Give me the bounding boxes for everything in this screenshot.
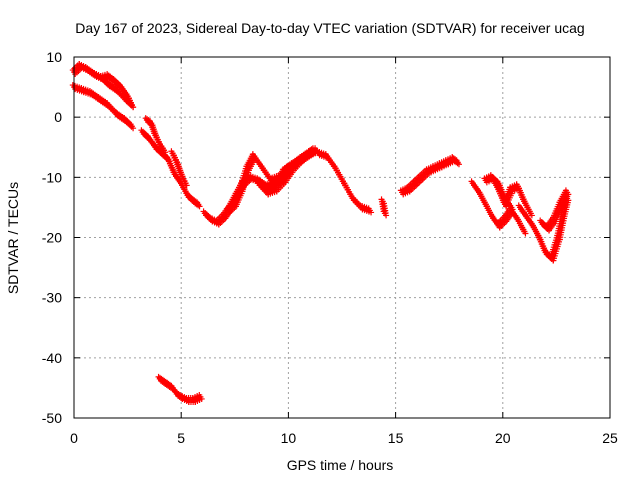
series-track-d bbox=[142, 115, 169, 156]
series-track-r bbox=[537, 187, 572, 234]
series-track-f bbox=[168, 148, 190, 189]
x-tick-label: 0 bbox=[70, 430, 78, 446]
x-tick-label: 5 bbox=[177, 430, 185, 446]
data-point bbox=[196, 203, 203, 210]
y-tick-label: 10 bbox=[46, 49, 62, 65]
series-track-s bbox=[481, 172, 516, 213]
y-tick-label: -30 bbox=[42, 290, 62, 306]
data-point bbox=[198, 395, 205, 402]
y-tick-label: -20 bbox=[42, 230, 62, 246]
series-track-e bbox=[138, 127, 203, 210]
x-tick-label: 15 bbox=[388, 430, 404, 446]
x-tick-label: 20 bbox=[495, 430, 511, 446]
series-track-b bbox=[69, 82, 137, 132]
data-point bbox=[509, 206, 516, 213]
x-tick-labels: 0 5 10 15 20 25 bbox=[70, 430, 618, 446]
y-tick-label: -50 bbox=[42, 410, 62, 426]
x-tick-label: 25 bbox=[602, 430, 618, 446]
data-point bbox=[183, 182, 190, 189]
data-point bbox=[383, 212, 390, 219]
data-point bbox=[130, 125, 137, 132]
series-track-q bbox=[515, 193, 572, 264]
chart-title: Day 167 of 2023, Sidereal Day-to-day VTE… bbox=[75, 20, 584, 36]
series-track-l bbox=[314, 148, 375, 216]
data-point bbox=[130, 104, 137, 111]
series-track-o bbox=[468, 178, 529, 237]
data-point bbox=[565, 191, 572, 198]
series-track-g bbox=[155, 373, 205, 405]
y-axis-label: SDTVAR / TECUs bbox=[5, 182, 21, 294]
ticks bbox=[73, 56, 611, 419]
series-track-n bbox=[397, 154, 462, 198]
grid bbox=[74, 57, 610, 418]
data-point bbox=[368, 209, 375, 216]
series-track-k bbox=[279, 145, 321, 177]
data-point bbox=[528, 212, 535, 219]
data-points bbox=[69, 61, 572, 405]
data-point bbox=[455, 161, 462, 168]
series-track-m bbox=[378, 196, 390, 219]
y-tick-labels: 10 0 -10 -20 -30 -40 -50 bbox=[42, 49, 62, 426]
y-tick-label: 0 bbox=[54, 109, 62, 125]
y-tick-label: -10 bbox=[42, 169, 62, 185]
data-point bbox=[522, 230, 529, 237]
x-axis-label: GPS time / hours bbox=[287, 457, 394, 473]
x-tick-label: 10 bbox=[281, 430, 297, 446]
series-track-c bbox=[97, 71, 137, 111]
y-tick-label: -40 bbox=[42, 350, 62, 366]
